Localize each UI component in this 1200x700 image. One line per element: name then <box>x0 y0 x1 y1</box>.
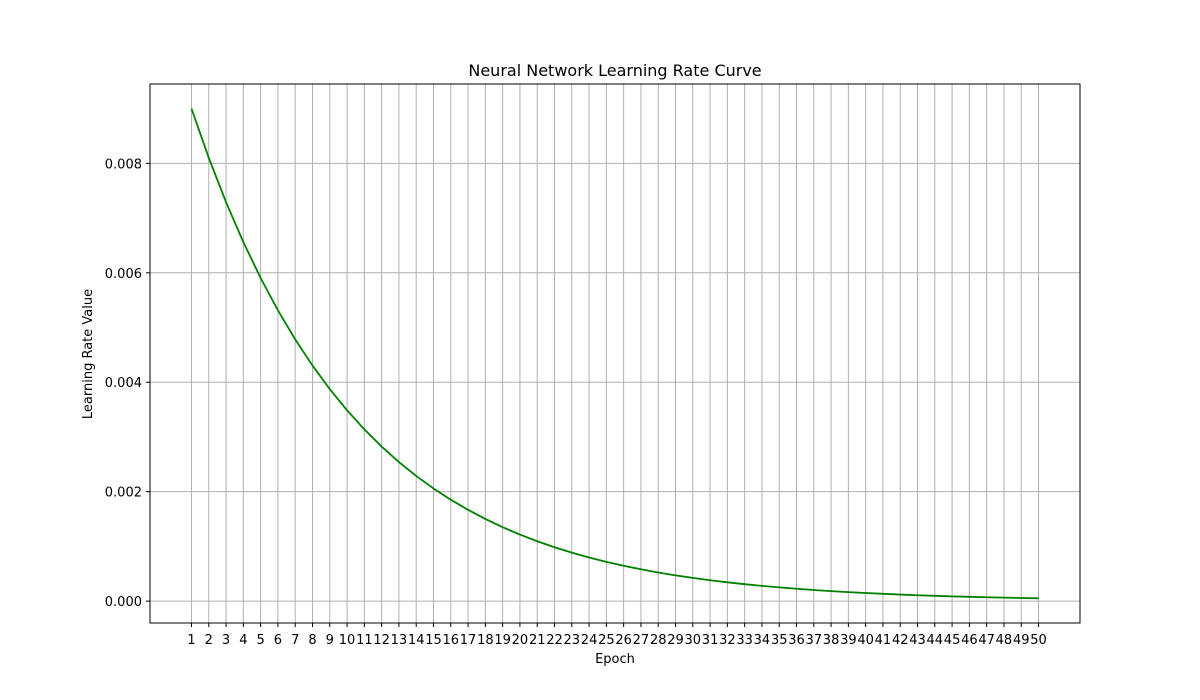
x-tick-label: 8 <box>308 633 316 648</box>
x-tick-label: 45 <box>944 633 961 648</box>
x-tick-label: 40 <box>857 633 874 648</box>
x-tick-label: 10 <box>339 633 356 648</box>
x-tick-label: 43 <box>909 633 926 648</box>
x-tick-label: 13 <box>391 633 408 648</box>
x-tick-label: 35 <box>771 633 788 648</box>
x-tick-label: 46 <box>961 633 978 648</box>
x-tick-label: 2 <box>205 633 213 648</box>
x-tick-label: 29 <box>667 633 684 648</box>
x-tick-label: 23 <box>564 633 581 648</box>
x-tick-label: 48 <box>996 633 1013 648</box>
y-tick-label: 0.004 <box>105 376 142 391</box>
x-tick-label: 28 <box>650 633 667 648</box>
x-tick-label: 1 <box>187 633 195 648</box>
x-tick-label: 19 <box>494 633 511 648</box>
x-tick-label: 25 <box>598 633 615 648</box>
x-tick-label: 27 <box>633 633 650 648</box>
grid-lines <box>150 84 1080 623</box>
x-tick-label: 21 <box>529 633 546 648</box>
x-tick-label: 6 <box>274 633 282 648</box>
x-tick-label: 26 <box>615 633 632 648</box>
x-tick-label: 44 <box>927 633 944 648</box>
x-tick-label: 32 <box>719 633 736 648</box>
x-tick-label: 14 <box>408 633 425 648</box>
y-axis-ticks: 0.000 0.002 0.004 0.006 0.008 <box>105 157 150 610</box>
x-tick-label: 49 <box>1013 633 1030 648</box>
x-tick-label: 12 <box>373 633 390 648</box>
x-tick-label: 39 <box>840 633 857 648</box>
x-axis-ticks: 1 2 3 4 5 6 7 8 9 10 11 12 13 14 15 16 17 18 19 20 21 22 23 24 2… <box>187 623 1047 648</box>
x-tick-label: 20 <box>512 633 529 648</box>
x-tick-label: 50 <box>1030 633 1047 648</box>
x-axis-label: Epoch <box>595 652 635 667</box>
y-axis-label: Learning Rate Value <box>81 289 96 419</box>
y-tick-label: 0.006 <box>105 267 142 282</box>
x-tick-label: 16 <box>443 633 460 648</box>
x-tick-label: 17 <box>460 633 477 648</box>
x-tick-label: 18 <box>477 633 494 648</box>
x-tick-label: 7 <box>291 633 299 648</box>
x-tick-label: 34 <box>754 633 771 648</box>
x-tick-label: 47 <box>978 633 995 648</box>
x-tick-label: 36 <box>788 633 805 648</box>
x-tick-label: 4 <box>239 633 247 648</box>
x-tick-label: 11 <box>356 633 373 648</box>
x-tick-label: 24 <box>581 633 598 648</box>
y-tick-label: 0.002 <box>105 486 142 501</box>
y-tick-label: 0.008 <box>105 157 142 172</box>
x-tick-label: 33 <box>736 633 753 648</box>
x-tick-label: 15 <box>425 633 442 648</box>
x-tick-label: 3 <box>222 633 230 648</box>
x-tick-label: 9 <box>326 633 334 648</box>
x-tick-label: 42 <box>892 633 909 648</box>
x-tick-label: 30 <box>685 633 702 648</box>
y-tick-label: 0.000 <box>105 595 142 610</box>
learning-rate-line <box>190 108 1039 600</box>
series-line-group <box>190 108 1039 600</box>
x-tick-label: 31 <box>702 633 719 648</box>
x-tick-label: 37 <box>806 633 823 648</box>
chart-title: Neural Network Learning Rate Curve <box>468 61 761 80</box>
plot-frame <box>149 83 1081 624</box>
x-tick-label: 22 <box>546 633 563 648</box>
x-tick-label: 5 <box>256 633 264 648</box>
x-tick-label: 41 <box>875 633 892 648</box>
x-tick-label: 38 <box>823 633 840 648</box>
